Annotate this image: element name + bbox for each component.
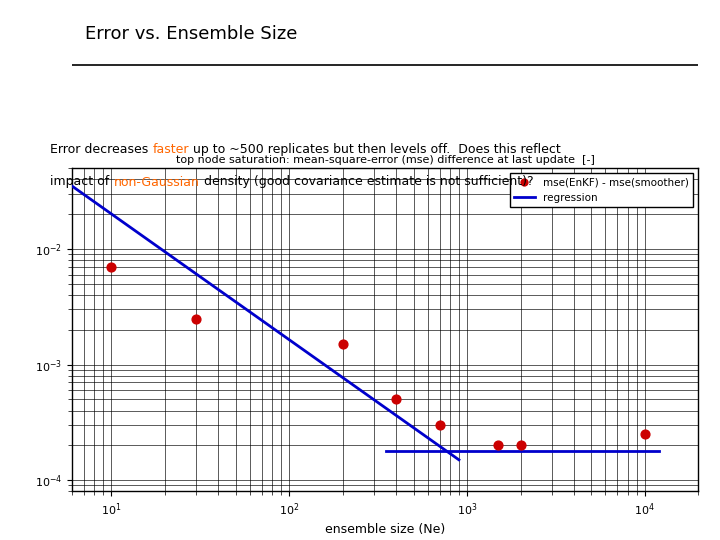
Legend: mse(EnKF) - mse(smoother), regression: mse(EnKF) - mse(smoother), regression xyxy=(510,173,693,207)
regression xyxy=(68,183,76,190)
Line: regression: regression xyxy=(72,186,459,460)
Text: density (good covariance estimate is not sufficient)?: density (good covariance estimate is not… xyxy=(199,176,533,188)
Title: top node saturation: mean-square-error (mse) difference at last update  [-]: top node saturation: mean-square-error (… xyxy=(176,154,595,165)
X-axis label: ensemble size (Ne): ensemble size (Ne) xyxy=(325,523,446,536)
mse(EnKF) - mse(smoother) xyxy=(433,421,445,429)
mse(EnKF) - mse(smoother) xyxy=(639,430,651,438)
Text: up to ~500 replicates but then levels off.  Does this reflect: up to ~500 replicates but then levels of… xyxy=(189,143,561,156)
Text: Error decreases: Error decreases xyxy=(50,143,153,156)
mse(EnKF) - mse(smoother) xyxy=(337,340,348,348)
mse(EnKF) - mse(smoother) xyxy=(106,262,117,271)
mse(EnKF) - mse(smoother) xyxy=(492,441,504,450)
mse(EnKF) - mse(smoother) xyxy=(390,395,402,404)
Text: impact of: impact of xyxy=(50,176,114,188)
Text: non-Gaussian: non-Gaussian xyxy=(114,176,199,188)
mse(EnKF) - mse(smoother) xyxy=(191,314,202,323)
mse(EnKF) - mse(smoother) xyxy=(515,441,526,450)
Text: Error vs. Ensemble Size: Error vs. Ensemble Size xyxy=(84,25,297,43)
regression xyxy=(454,457,463,463)
Text: faster: faster xyxy=(153,143,189,156)
